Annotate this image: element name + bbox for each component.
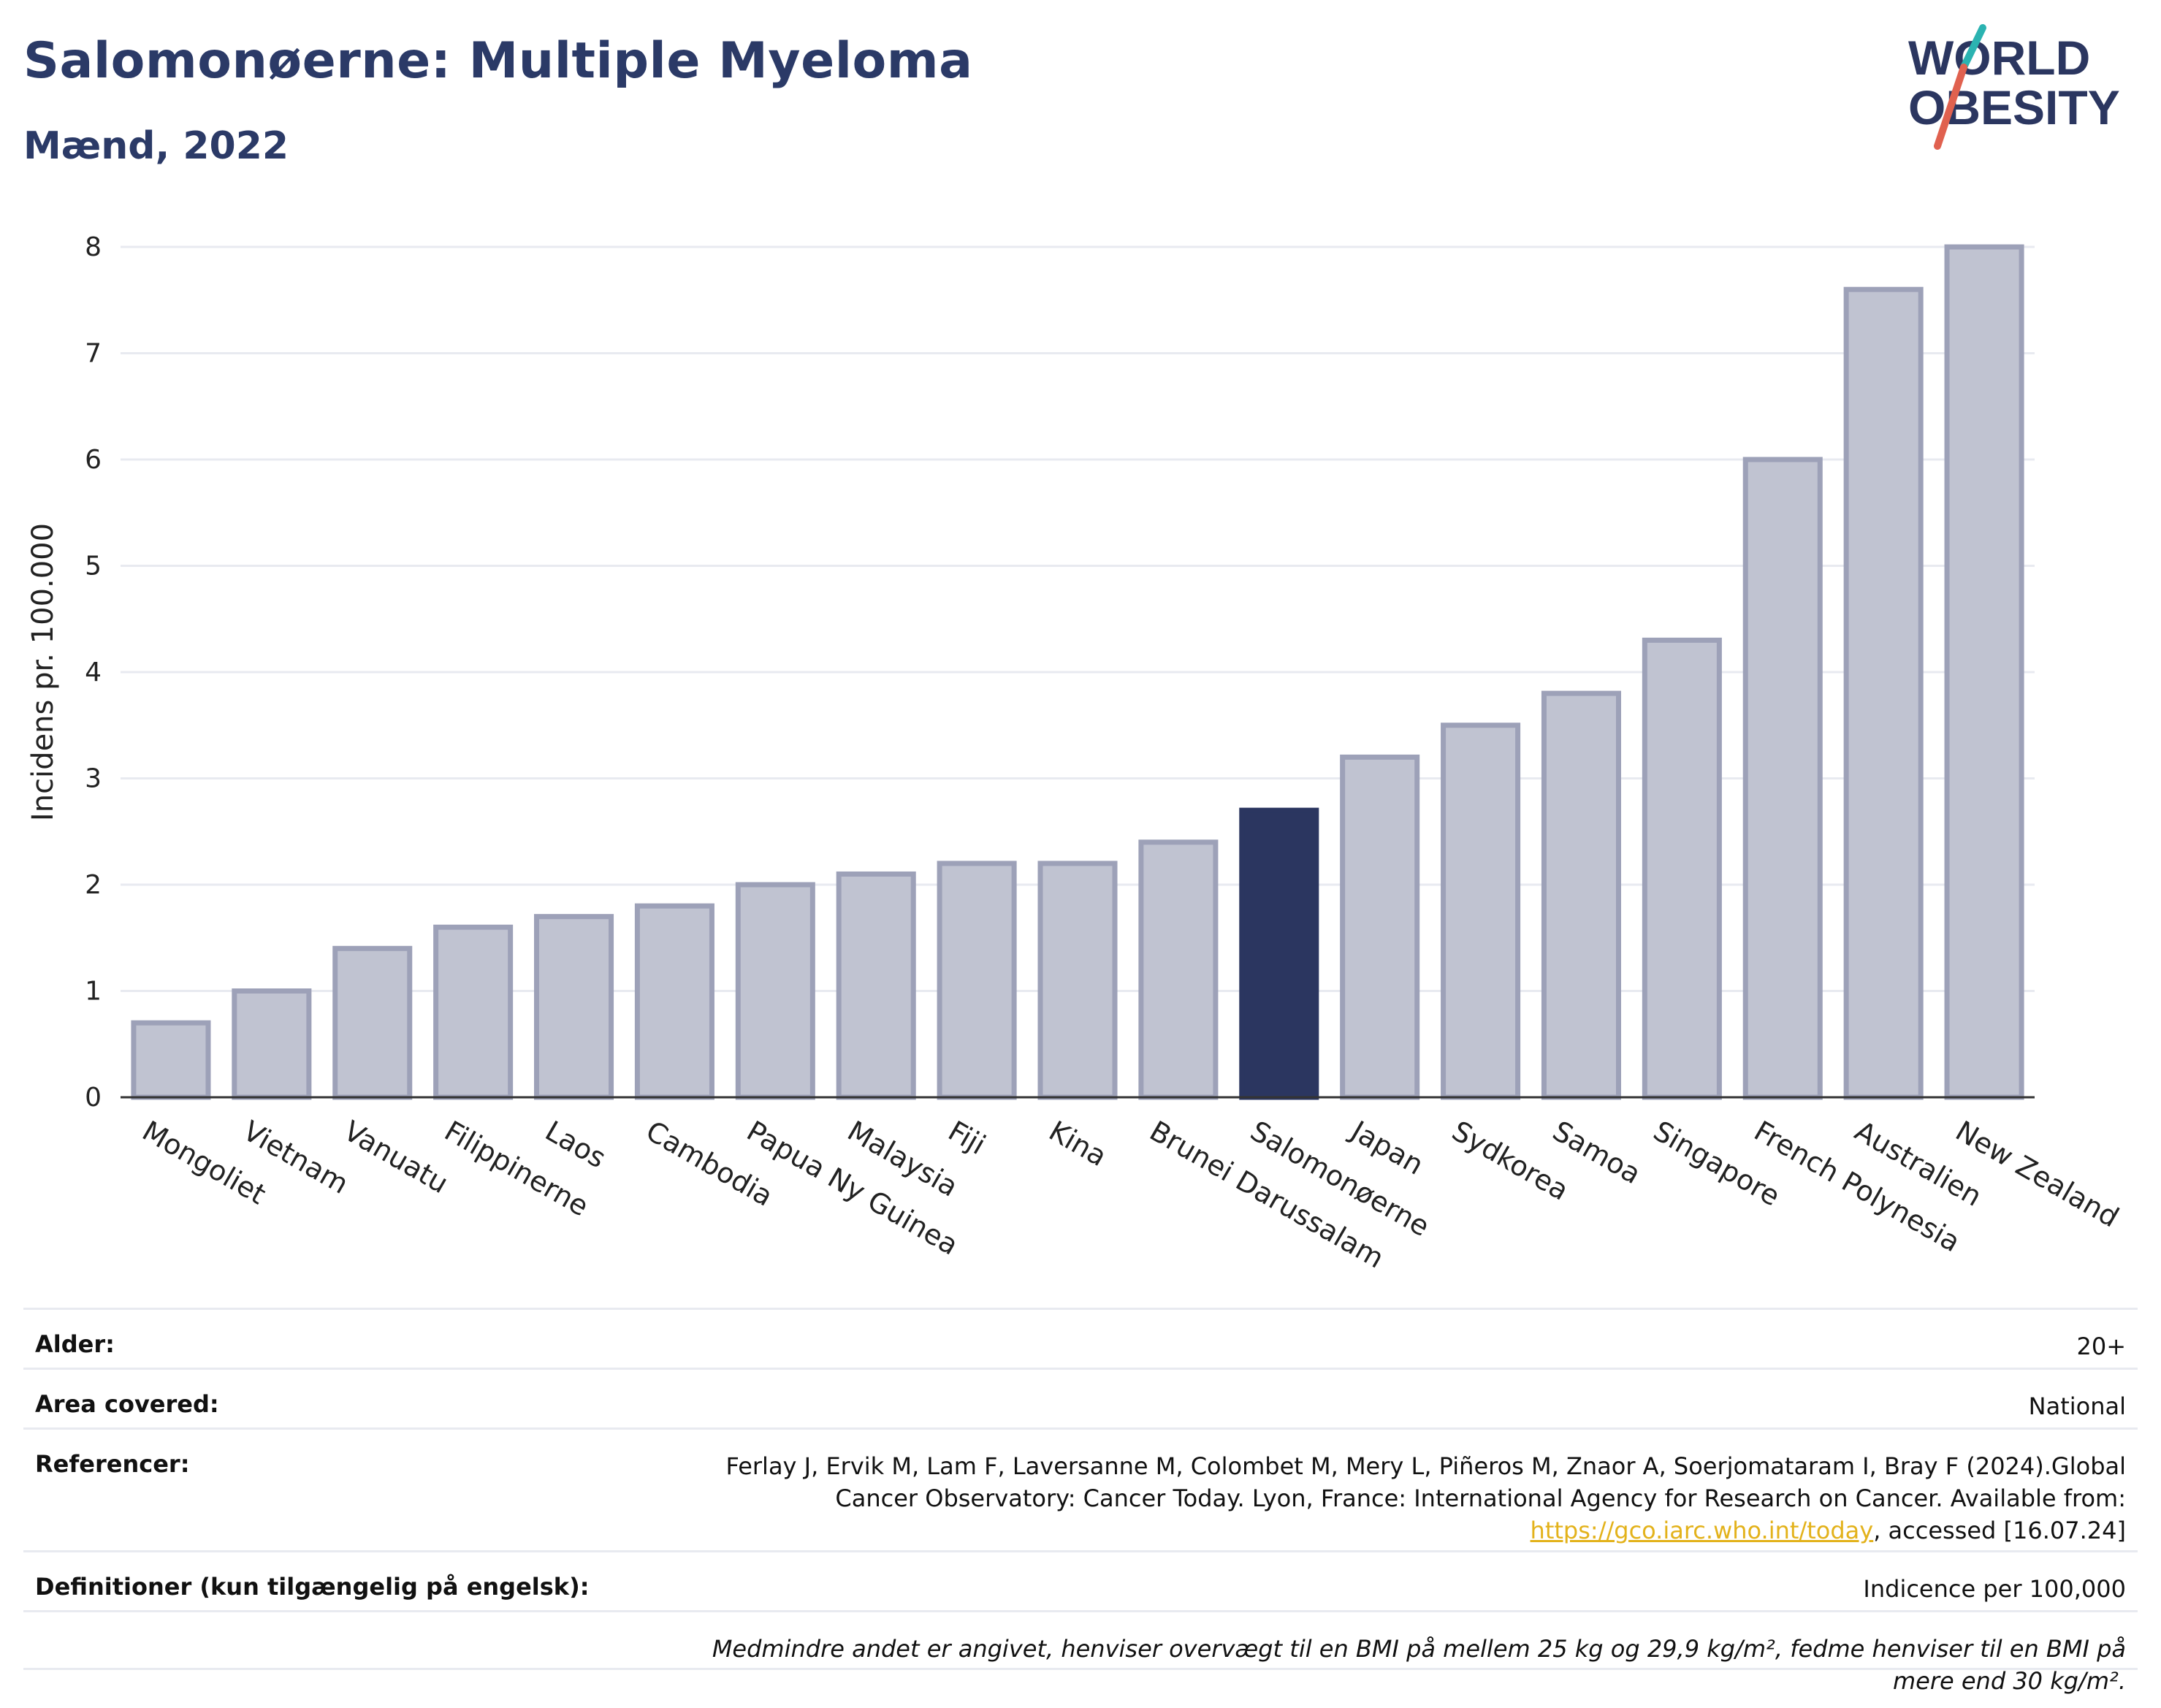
ref-link[interactable]: https://gco.iarc.who.int/today <box>1530 1517 1874 1544</box>
def-value: Indicence per 100,000 <box>1863 1575 2126 1603</box>
x-tick-label: Laos <box>540 1115 611 1175</box>
info-row-references: Referencer: Ferlay J, Ervik M, Lam F, La… <box>23 1427 2138 1550</box>
area-value: National <box>2028 1392 2126 1420</box>
y-tick-label: 8 <box>85 232 102 262</box>
y-tick-label: 2 <box>85 870 102 900</box>
bar-sydkorea <box>1441 723 1521 1100</box>
y-tick-label: 7 <box>85 339 102 369</box>
bar-kina <box>1037 861 1118 1100</box>
bar-new-zealand <box>1944 244 2024 1100</box>
bar-japan <box>1340 754 1420 1100</box>
y-axis-ticks: 0 1 2 3 4 5 6 7 8 <box>85 232 102 1113</box>
chart-title: Salomonøerne: Multiple Myeloma <box>23 32 973 90</box>
bars <box>131 244 2024 1100</box>
info-row-area: Area covered: National <box>23 1368 2138 1427</box>
chart-subtitle: Mænd, 2022 <box>23 124 289 168</box>
bar-brunei-darussalam <box>1138 839 1219 1100</box>
info-table: Alder: 20+ Area covered: National Refere… <box>23 1308 2138 1695</box>
age-label: Alder: <box>35 1330 115 1358</box>
bar-vanuatu <box>332 945 413 1100</box>
bar-singapore <box>1642 637 1722 1100</box>
bar-malaysia <box>836 871 916 1100</box>
note-text: Medmindre andet er angivet, henviser ove… <box>712 1635 2126 1695</box>
ref-label: Referencer: <box>35 1450 190 1478</box>
logo-slash-teal <box>1960 24 1986 71</box>
bar-samoa <box>1541 690 1621 1100</box>
logo-text-world: WORLD <box>1908 31 2090 85</box>
bar-filippinerne <box>433 924 514 1100</box>
x-tick-label: Vanuatu <box>338 1115 454 1200</box>
world-obesity-logo: WORLD OBESITY <box>1908 24 2120 150</box>
info-row-note: Medmindre andet er angivet, henviser ove… <box>23 1610 2138 1695</box>
y-tick-label: 0 <box>85 1083 102 1113</box>
info-row-age: Alder: 20+ <box>23 1308 2138 1368</box>
y-tick-label: 4 <box>85 657 102 687</box>
def-label: Definitioner (kun tilgængelig på engelsk… <box>35 1573 590 1601</box>
y-tick-label: 5 <box>85 552 102 582</box>
bar-australien <box>1843 286 1924 1100</box>
y-tick-label: 3 <box>85 764 102 794</box>
y-axis-label: Incidens pr. 100.000 <box>26 523 60 821</box>
info-row-definitions: Definitioner (kun tilgængelig på engelsk… <box>23 1550 2138 1610</box>
bar-salomonøerne <box>1239 807 1319 1100</box>
y-tick-label: 1 <box>85 977 102 1007</box>
ref-suffix: , accessed [16.07.24] <box>1873 1517 2126 1544</box>
bar-chart: 0 1 2 3 4 5 6 7 8 MongolietVietnamVanuatuFilippi… <box>26 232 2124 1275</box>
bar-laos <box>534 914 614 1100</box>
bar-cambodia <box>634 903 714 1100</box>
bar-french-polynesia <box>1742 457 1823 1100</box>
logo-slash-red <box>1934 64 1967 150</box>
ref-text: Ferlay J, Ervik M, Lam F, Laversanne M, … <box>725 1452 2126 1512</box>
ref-value: Ferlay J, Ervik M, Lam F, Laversanne M, … <box>665 1450 2126 1547</box>
bar-vietnam <box>232 988 312 1100</box>
y-tick-label: 6 <box>85 445 102 475</box>
area-label: Area covered: <box>35 1390 219 1418</box>
x-tick-label: New Zealand <box>1951 1115 2124 1234</box>
x-tick-label: Fiji <box>943 1115 991 1161</box>
bar-fiji <box>937 861 1017 1100</box>
age-value: 20+ <box>2076 1333 2126 1360</box>
bar-mongoliet <box>131 1020 211 1100</box>
bar-papua-ny-guinea <box>735 882 815 1100</box>
x-tick-label: Kina <box>1044 1115 1113 1173</box>
